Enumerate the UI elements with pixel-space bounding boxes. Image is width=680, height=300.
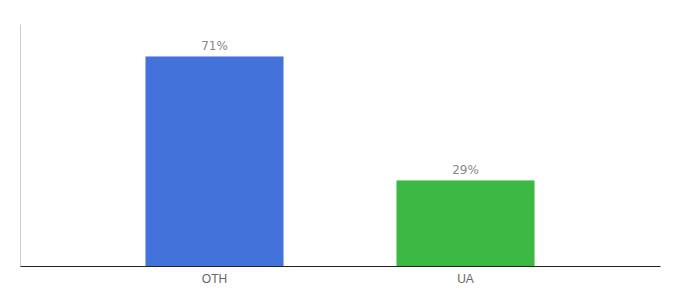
data-label: 71% (201, 39, 228, 53)
bar (396, 180, 534, 266)
chart-container: OTH UA 71% 29% (0, 0, 680, 300)
x-tick: UA (457, 266, 474, 286)
x-tick: OTH (202, 266, 227, 286)
data-labels: 71% 29% (201, 39, 479, 177)
x-tick-label: UA (457, 272, 474, 286)
x-axis: OTH UA (21, 266, 661, 286)
bar (145, 56, 283, 266)
y-axis-line (20, 25, 21, 267)
x-axis-line (21, 266, 661, 267)
x-tick-label: OTH (202, 272, 227, 286)
y-axis (20, 25, 21, 267)
plot: OTH UA 71% 29% (21, 25, 661, 286)
data-label: 29% (452, 163, 479, 177)
bars (145, 56, 534, 266)
chart-svg: OTH UA 71% 29% (0, 0, 680, 300)
